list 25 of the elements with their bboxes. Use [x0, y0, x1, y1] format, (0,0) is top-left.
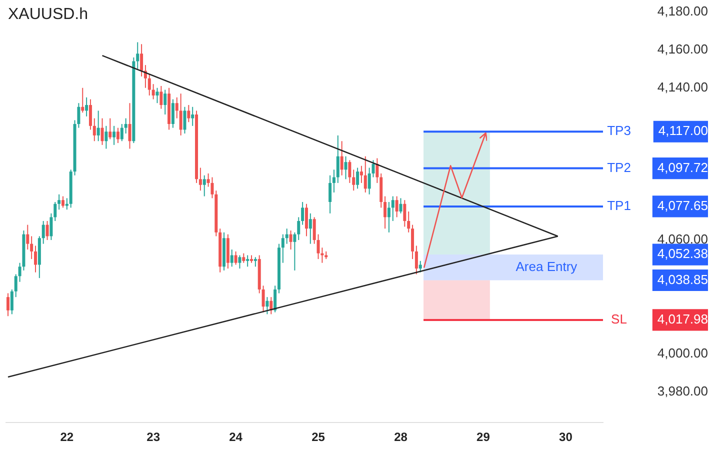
y-tick-label: 4,060.00 [657, 232, 708, 247]
y-tick-label: 4,052.38 [657, 246, 708, 262]
ref-line-label: TP3 [607, 123, 631, 138]
y-tick-label: 4,038.85 [657, 272, 708, 287]
y-tick-label: 3,980.00 [657, 384, 708, 399]
ref-line-label: TP1 [607, 198, 631, 214]
y-tick-label: 4,140.00 [657, 79, 708, 94]
x-tick-label: 25 [312, 430, 326, 444]
y-tick-label: 4,160.00 [657, 41, 708, 56]
x-tick-label: 23 [146, 430, 160, 444]
y-tick-label: 4,077.65 [657, 198, 708, 214]
x-tick-label: 24 [229, 430, 243, 444]
band-label: Area Entry [516, 258, 578, 274]
y-tick-label: 4,117.00 [658, 123, 708, 138]
ref-line-label: TP2 [607, 160, 631, 175]
y-tick-label: 4,017.98 [657, 312, 708, 327]
y-tick-label: 4,000.00 [657, 346, 708, 361]
x-tick-label: 29 [476, 430, 490, 444]
ref-line-label: SL [611, 312, 627, 327]
y-tick-label: 4,180.00 [657, 3, 708, 18]
y-tick-label: 4,097.72 [657, 160, 708, 175]
x-tick-label: 22 [60, 430, 74, 444]
x-tick-label: 28 [394, 430, 408, 444]
chart-title: XAUUSD.h [8, 6, 88, 24]
x-tick-label: 30 [559, 430, 573, 444]
